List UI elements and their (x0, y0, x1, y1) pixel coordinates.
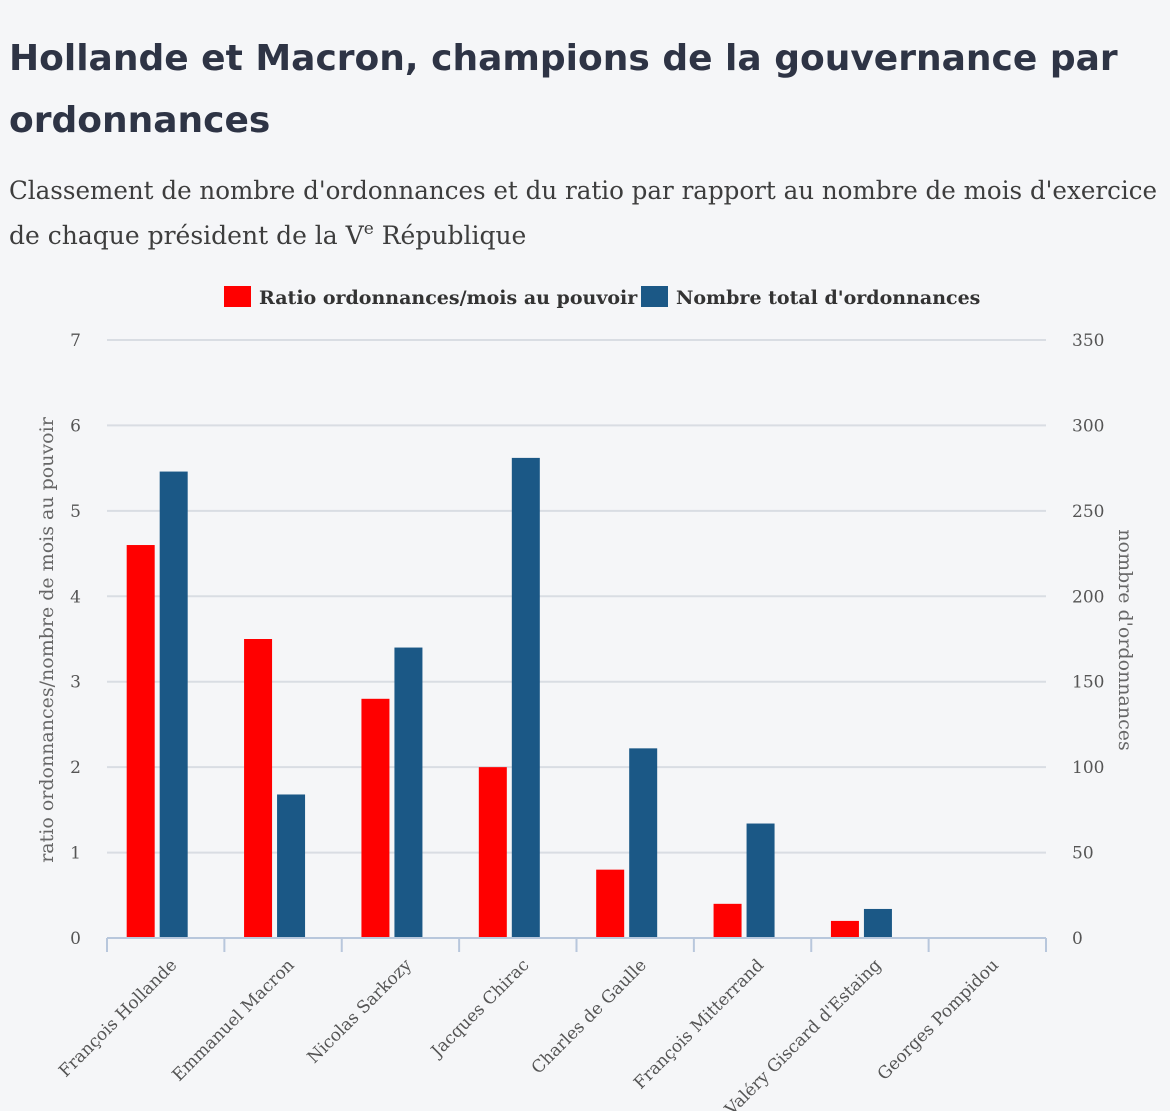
x-tick-label-emmanuel-macron: Emmanuel Macron (169, 955, 299, 1085)
right-tick-label: 250 (1072, 502, 1104, 522)
chart-subtitle-line-2: de chaque président de la Ve République (9, 219, 526, 250)
chart-subtitle-line-1: Classement de nombre d'ordonnances et du… (9, 176, 1157, 205)
x-tick-label-charles-de-gaulle: Charles de Gaulle (528, 955, 651, 1078)
left-tick-label: 7 (70, 331, 81, 351)
bars (126, 457, 892, 938)
bar-total-charles-de-gaulle (629, 748, 658, 938)
legend: Ratio ordonnances/mois au pouvoir Nombre… (224, 286, 980, 309)
legend-label-total: Nombre total d'ordonnances (676, 287, 980, 309)
bar-ratio-francois-hollande (126, 545, 155, 938)
bar-ratio-jacques-chirac (478, 767, 507, 938)
right-tick-label: 300 (1072, 416, 1104, 436)
x-tick-label-francois-mitterrand: François Mitterrand (630, 955, 768, 1093)
bar-total-francois-mitterrand (746, 823, 775, 938)
left-tick-label: 5 (70, 502, 81, 522)
x-tick-label-nicolas-sarkozy: Nicolas Sarkozy (304, 955, 417, 1068)
bar-ratio-francois-mitterrand (713, 903, 742, 938)
bar-total-emmanuel-macron (277, 794, 306, 938)
chart-subtitle-tail: République (374, 221, 527, 250)
x-tick-label-georges-pompidou: Georges Pompidou (874, 955, 1003, 1084)
left-axis-ticks: 0 1 2 3 4 5 6 7 (70, 331, 81, 949)
right-axis-title: nombre d'ordonnances (1114, 529, 1136, 750)
right-tick-label: 150 (1072, 673, 1104, 693)
chart-title-line-1: Hollande et Macron, champions de la gouv… (9, 38, 1118, 79)
left-tick-label: 1 (70, 844, 81, 864)
right-axis-ticks: 0 50 100 150 200 250 300 350 (1072, 331, 1104, 949)
right-tick-label: 350 (1072, 331, 1104, 351)
bar-ratio-nicolas-sarkozy (361, 698, 390, 938)
left-tick-label: 3 (70, 673, 81, 693)
bar-ratio-charles-de-gaulle (596, 869, 625, 938)
bar-ratio-emmanuel-macron (244, 639, 273, 938)
chart-subtitle-line-2-text: de chaque président de la V (9, 221, 365, 250)
right-tick-label: 0 (1072, 929, 1083, 949)
right-tick-label: 50 (1072, 844, 1094, 864)
legend-label-ratio: Ratio ordonnances/mois au pouvoir (259, 287, 638, 309)
left-tick-label: 0 (70, 929, 81, 949)
chart-title-line-2: ordonnances (9, 100, 270, 141)
bar-total-valery-giscard-d-estaing (863, 908, 892, 938)
bar-total-francois-hollande (159, 471, 188, 938)
right-tick-label: 100 (1072, 758, 1104, 778)
bar-total-jacques-chirac (511, 457, 540, 938)
chart-subtitle-superscript: e (364, 219, 374, 239)
bar-ratio-valery-giscard-d-estaing (830, 920, 859, 938)
left-axis-title: ratio ordonnances/nombre de mois au pouv… (36, 416, 58, 862)
left-tick-label: 2 (70, 758, 81, 778)
left-tick-label: 4 (70, 587, 81, 607)
right-tick-label: 200 (1072, 587, 1104, 607)
x-tick-label-francois-hollande: François Hollande (55, 955, 181, 1081)
x-tick-label-jacques-chirac: Jacques Chirac (426, 955, 533, 1062)
bar-total-nicolas-sarkozy (394, 647, 423, 938)
legend-swatch-ratio (224, 286, 251, 307)
legend-swatch-total (641, 286, 668, 307)
left-tick-label: 6 (70, 416, 81, 436)
